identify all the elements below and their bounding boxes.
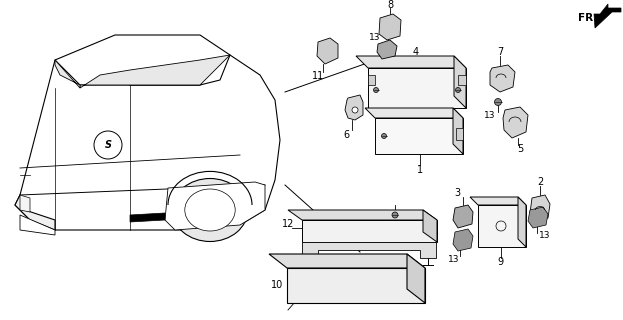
Polygon shape [594,4,621,28]
Circle shape [374,87,379,92]
Polygon shape [365,108,463,118]
Text: FR.: FR. [578,13,597,23]
Text: 8: 8 [387,0,393,10]
Circle shape [352,107,358,113]
Polygon shape [15,55,280,230]
Circle shape [495,99,502,106]
Polygon shape [528,207,548,228]
Text: S: S [105,140,112,150]
Polygon shape [55,35,230,85]
Polygon shape [453,108,463,154]
Polygon shape [20,195,30,212]
Polygon shape [356,56,466,68]
Polygon shape [317,38,338,64]
Text: 4: 4 [413,47,419,57]
Circle shape [381,133,386,139]
Text: 6: 6 [343,130,349,140]
Polygon shape [490,65,515,92]
Text: 13: 13 [369,34,381,43]
Polygon shape [478,205,526,247]
Polygon shape [20,215,55,235]
Polygon shape [458,75,466,85]
Polygon shape [368,68,466,108]
Polygon shape [288,210,437,220]
Text: 5: 5 [517,144,523,154]
Polygon shape [377,40,397,59]
Text: 7: 7 [497,47,503,57]
Circle shape [392,212,398,218]
Polygon shape [518,197,526,247]
Polygon shape [453,205,473,228]
Polygon shape [130,213,165,222]
Polygon shape [453,229,473,251]
Text: 9: 9 [497,257,503,267]
Circle shape [94,131,122,159]
Ellipse shape [172,179,248,242]
Polygon shape [375,118,463,154]
Polygon shape [165,182,265,230]
Polygon shape [302,242,436,258]
Polygon shape [345,95,363,120]
Text: 13: 13 [484,111,496,121]
Text: 10: 10 [271,280,283,290]
Polygon shape [269,254,425,268]
Polygon shape [530,195,550,222]
Polygon shape [407,254,425,303]
Polygon shape [368,75,375,85]
Text: 13: 13 [540,230,551,239]
Polygon shape [55,60,80,88]
Text: 1: 1 [417,165,423,175]
Polygon shape [302,220,437,242]
Polygon shape [470,197,526,205]
Polygon shape [503,107,528,138]
Polygon shape [454,56,466,108]
Polygon shape [80,55,230,88]
Text: 2: 2 [537,177,543,187]
Polygon shape [287,268,425,303]
Ellipse shape [185,189,235,231]
Polygon shape [423,210,437,242]
Text: 12: 12 [282,219,294,229]
Text: 11: 11 [312,71,324,81]
Text: 3: 3 [454,188,460,198]
Text: 13: 13 [449,255,460,265]
Polygon shape [15,195,55,230]
Polygon shape [379,14,401,40]
Circle shape [455,87,460,92]
Polygon shape [456,128,463,140]
